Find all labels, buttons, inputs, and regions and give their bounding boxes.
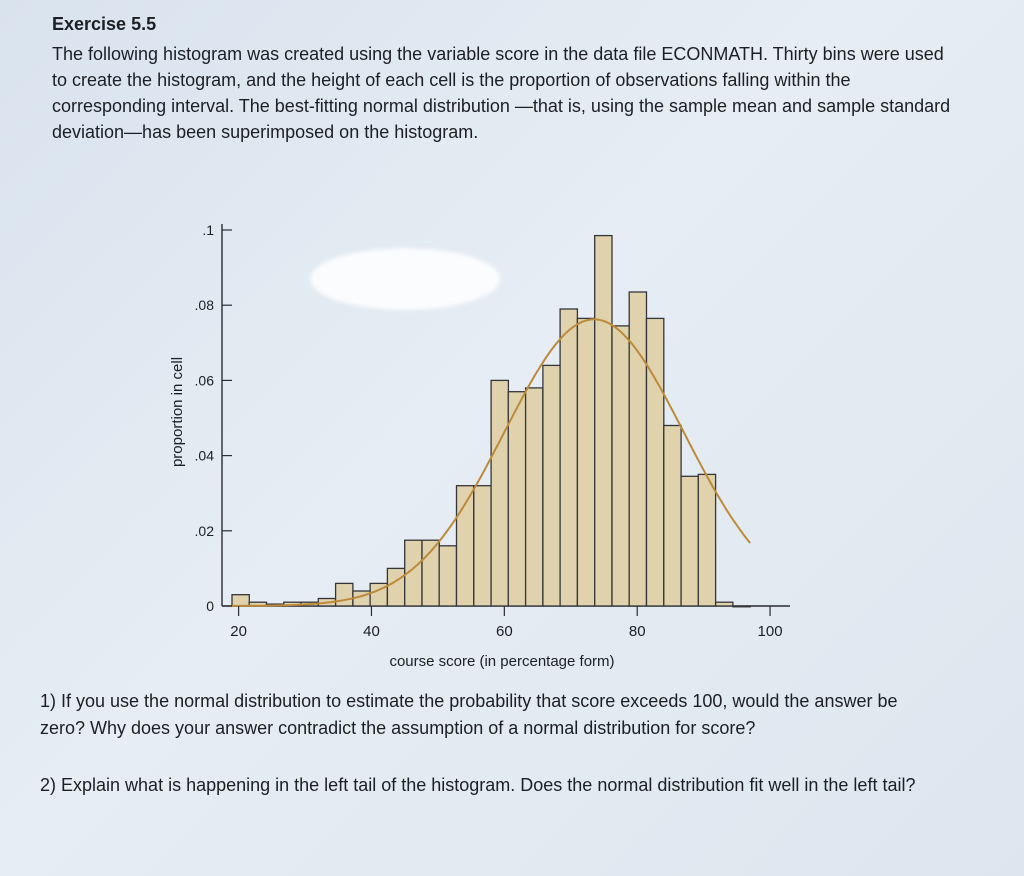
x-tick-label: 60 xyxy=(496,623,513,640)
exercise-description: The following histogram was created usin… xyxy=(52,44,951,142)
question-2: 2) Explain what is happening in the left… xyxy=(40,775,916,795)
exercise-intro: Exercise 5.5 The following histogram was… xyxy=(52,14,952,145)
histogram-bar xyxy=(542,364,561,607)
histogram-bar xyxy=(732,605,751,608)
histogram-bar xyxy=(663,424,682,607)
histogram-bar xyxy=(611,325,630,607)
x-tick-label: 100 xyxy=(758,623,783,640)
x-tick-label: 20 xyxy=(230,623,247,640)
y-tick-label: 0 xyxy=(206,598,214,614)
histogram-bar xyxy=(490,379,510,607)
histogram-bar xyxy=(628,291,648,607)
histogram-bar xyxy=(507,391,527,607)
histogram-bar xyxy=(231,594,250,607)
y-axis-label: proportion in cell xyxy=(169,357,186,467)
exercise-heading: Exercise 5.5 xyxy=(52,14,157,34)
histogram-bar xyxy=(524,387,544,607)
histogram-bar xyxy=(334,582,354,607)
histogram-bar xyxy=(697,473,717,607)
histogram-bar xyxy=(594,234,613,607)
question-1: 1) If you use the normal distribution to… xyxy=(40,691,898,738)
y-tick-label: .06 xyxy=(195,372,215,388)
y-tick-label: .08 xyxy=(195,297,215,313)
y-tick-label: .04 xyxy=(195,448,215,464)
y-tick-label: .02 xyxy=(195,523,215,539)
histogram-chart: 0 .02 .04 .06 .08 .1 20 40 60 80 100 course score … xyxy=(169,222,790,670)
x-tick-label: 80 xyxy=(629,623,646,640)
histogram-bar xyxy=(559,308,579,607)
normal-distribution-curve xyxy=(232,318,751,607)
histogram-bar xyxy=(386,567,406,607)
x-tick-label: 40 xyxy=(363,623,380,640)
chart-bars xyxy=(231,234,751,608)
histogram-bar xyxy=(473,485,492,607)
histogram-bar xyxy=(714,601,734,607)
screen-glare xyxy=(310,248,500,310)
histogram-bar xyxy=(576,317,596,607)
y-tick-label: .1 xyxy=(202,222,214,238)
questions-section: 1) If you use the normal distribution to… xyxy=(40,688,940,829)
histogram-bar xyxy=(680,475,700,607)
x-axis-label: course score (in percentage form) xyxy=(389,653,614,670)
histogram-bar xyxy=(645,317,665,607)
histogram-bar xyxy=(438,545,458,607)
chart-ticks: 0 .02 .04 .06 .08 .1 20 40 60 80 100 xyxy=(195,222,783,640)
